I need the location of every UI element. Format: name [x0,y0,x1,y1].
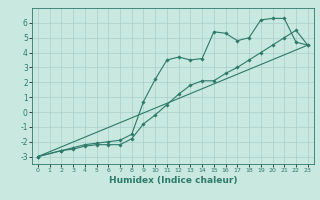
X-axis label: Humidex (Indice chaleur): Humidex (Indice chaleur) [108,176,237,185]
